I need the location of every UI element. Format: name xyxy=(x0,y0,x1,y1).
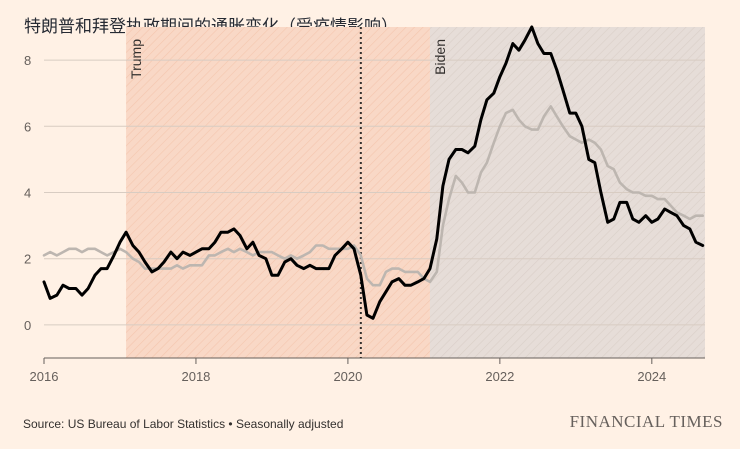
y-tick-label-8: 8 xyxy=(24,53,31,68)
y-tick-label-0: 0 xyxy=(24,318,31,333)
y-tick-label-2: 2 xyxy=(24,252,31,267)
y-tick-label-4: 4 xyxy=(24,186,31,201)
x-tick-label-2024: 2024 xyxy=(637,369,666,384)
series-line-core xyxy=(42,105,704,287)
x-tick-label-2020: 2020 xyxy=(333,369,362,384)
period-label-trump: Trump xyxy=(128,39,144,79)
source-note: Source: US Bureau of Labor Statistics • … xyxy=(23,417,344,431)
period-label-biden: Biden xyxy=(432,39,448,75)
series-line-headline xyxy=(42,25,705,320)
x-tick-label-2022: 2022 xyxy=(485,369,514,384)
x-tick-label-2018: 2018 xyxy=(181,369,210,384)
x-tick-label-2016: 2016 xyxy=(30,369,59,384)
y-tick-label-6: 6 xyxy=(24,119,31,134)
publisher-logo: FINANCIAL TIMES xyxy=(569,412,723,431)
